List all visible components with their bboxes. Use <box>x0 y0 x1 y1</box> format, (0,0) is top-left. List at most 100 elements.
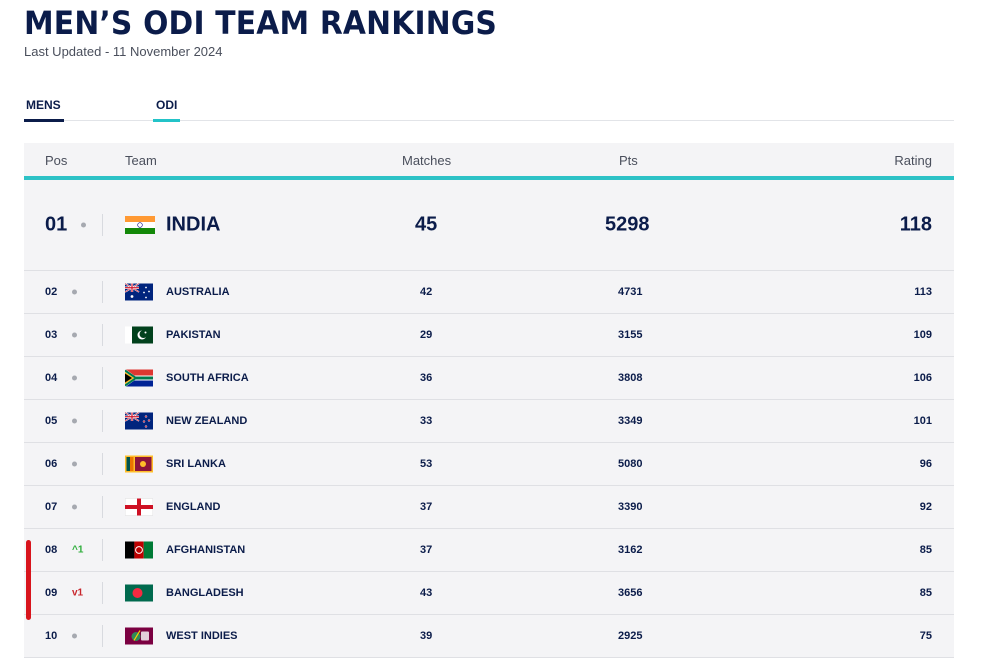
rating-value: 92 <box>919 501 932 513</box>
divider <box>102 453 103 475</box>
position: 01 <box>45 213 68 236</box>
table-row[interactable]: 09 v1 BANGLADESH 43 3656 85 <box>24 572 954 615</box>
table-row[interactable]: 04 SOUTH AFRICA 36 3808 106 <box>24 357 954 400</box>
points-value: 5080 <box>618 458 643 470</box>
movement-indicator <box>81 220 86 231</box>
rankings-table: Pos Team Matches Pts Rating 01 INDIA 45 … <box>24 143 954 658</box>
rating-value: 101 <box>913 415 932 427</box>
divider <box>102 625 103 647</box>
team-name[interactable]: SOUTH AFRICA <box>166 372 249 384</box>
table-row[interactable]: 08 ^1 AFGHANISTAN 37 3162 85 <box>24 529 954 572</box>
last-updated-text: Last Updated - 11 November 2024 <box>24 44 223 59</box>
table-row[interactable]: 01 INDIA 45 5298 118 <box>24 180 954 271</box>
table-row[interactable]: 02 AUSTRALIA 42 4731 113 <box>24 271 954 314</box>
india-flag-icon <box>125 216 155 234</box>
position: 07 <box>45 501 58 513</box>
position: 10 <box>45 630 58 642</box>
points-value: 3349 <box>618 415 643 427</box>
rating-value: 109 <box>913 329 932 341</box>
table-header: Pos Team Matches Pts Rating <box>24 143 954 180</box>
divider <box>102 496 103 518</box>
sri-lanka-flag-icon <box>125 455 153 473</box>
header-pts: Pts <box>619 153 638 168</box>
divider <box>102 214 103 236</box>
new-zealand-flag-icon <box>125 412 153 430</box>
table-row[interactable]: 03 PAKISTAN 29 3155 109 <box>24 314 954 357</box>
table-row[interactable]: 10 WEST INDIES 39 2925 75 <box>24 615 954 658</box>
rating-value: 106 <box>913 372 932 384</box>
team-name[interactable]: AUSTRALIA <box>166 286 230 298</box>
tab-odi[interactable]: ODI <box>152 98 181 122</box>
divider <box>102 367 103 389</box>
movement-indicator <box>72 459 77 470</box>
matches-value: 42 <box>420 286 433 298</box>
rating-value: 113 <box>914 286 932 298</box>
south-africa-flag-icon <box>125 369 153 387</box>
filter-tabs: MENS ODI <box>24 98 954 122</box>
movement-indicator <box>72 416 77 427</box>
table-row[interactable]: 05 NEW ZEALAND 33 3349 101 <box>24 400 954 443</box>
australia-flag-icon <box>125 283 153 301</box>
matches-value: 37 <box>420 501 433 513</box>
points-value: 5298 <box>605 213 650 236</box>
divider <box>102 539 103 561</box>
movement-indicator <box>72 502 77 513</box>
divider <box>102 281 103 303</box>
divider <box>102 582 103 604</box>
position: 02 <box>45 286 58 298</box>
position: 04 <box>45 372 58 384</box>
table-row[interactable]: 06 SRI LANKA 53 5080 96 <box>24 443 954 486</box>
matches-value: 37 <box>420 544 433 556</box>
team-name[interactable]: INDIA <box>166 213 221 236</box>
england-flag-icon <box>125 498 153 516</box>
points-value: 3656 <box>618 587 643 599</box>
points-value: 4731 <box>618 286 643 298</box>
matches-value: 36 <box>420 372 433 384</box>
rating-value: 85 <box>919 587 932 599</box>
team-name[interactable]: WEST INDIES <box>166 630 238 642</box>
matches-value: 33 <box>420 415 433 427</box>
position: 03 <box>45 329 58 341</box>
header-matches: Matches <box>402 153 452 168</box>
matches-value: 43 <box>420 587 433 599</box>
position: 06 <box>45 458 58 470</box>
rating-value: 118 <box>899 213 932 236</box>
afghanistan-flag-icon <box>125 541 153 559</box>
movement-indicator <box>72 330 77 341</box>
movement-down-indicator: v1 <box>72 587 84 599</box>
page-title: MEN’S ODI TEAM RANKINGS <box>24 4 498 42</box>
matches-value: 45 <box>415 213 438 236</box>
bangladesh-flag-icon <box>125 584 153 602</box>
team-name[interactable]: PAKISTAN <box>166 329 221 341</box>
divider <box>102 324 103 346</box>
points-value: 3390 <box>618 501 643 513</box>
rating-value: 96 <box>919 458 932 470</box>
movement-indicator <box>72 631 77 642</box>
matches-value: 53 <box>420 458 433 470</box>
position: 08 <box>45 544 58 556</box>
rating-value: 85 <box>919 544 932 556</box>
red-highlight-mark <box>26 540 31 620</box>
movement-up-indicator: ^1 <box>72 544 84 556</box>
header-pos: Pos <box>45 153 68 168</box>
points-value: 3162 <box>618 544 643 556</box>
rating-value: 75 <box>919 630 932 642</box>
matches-value: 29 <box>420 329 433 341</box>
team-name[interactable]: NEW ZEALAND <box>166 415 248 427</box>
movement-indicator <box>72 373 77 384</box>
team-name[interactable]: BANGLADESH <box>166 587 244 599</box>
header-rating: Rating <box>894 153 932 168</box>
header-team: Team <box>125 153 157 168</box>
points-value: 2925 <box>618 630 643 642</box>
matches-value: 39 <box>420 630 433 642</box>
tab-mens[interactable]: MENS <box>24 98 64 122</box>
team-name[interactable]: SRI LANKA <box>166 458 226 470</box>
team-name[interactable]: AFGHANISTAN <box>166 544 246 556</box>
table-row[interactable]: 07 ENGLAND 37 3390 92 <box>24 486 954 529</box>
points-value: 3808 <box>618 372 643 384</box>
movement-indicator <box>72 287 77 298</box>
position: 09 <box>45 587 58 599</box>
west-indies-flag-icon <box>125 627 153 645</box>
pakistan-flag-icon <box>125 326 153 344</box>
team-name[interactable]: ENGLAND <box>166 501 221 513</box>
